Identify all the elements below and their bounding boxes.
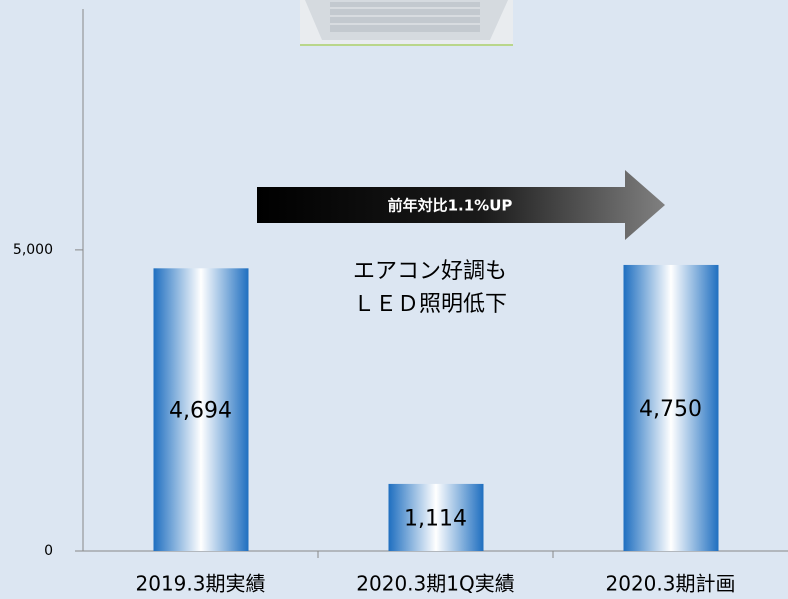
- annotation: ＬＥＤ照明低下: [353, 292, 507, 317]
- bar: [153, 268, 249, 551]
- photo: [300, 0, 513, 46]
- bar: [388, 483, 484, 551]
- value-label: 4,694: [169, 399, 232, 424]
- arrow-label: 前年対比1.1%UP: [388, 197, 513, 215]
- arrow: [257, 170, 665, 240]
- value-label: 1,114: [404, 506, 467, 531]
- value-label: 4,750: [639, 397, 702, 422]
- bar: [623, 264, 719, 551]
- y-tick-label: 5,000: [13, 242, 53, 258]
- x-tick-label: 2020.3期1Q実績: [356, 572, 514, 596]
- x-tick-label: 2019.3期実績: [136, 572, 266, 596]
- annotation: エアコン好調も: [353, 259, 507, 284]
- x-tick-label: 2020.3期計画: [606, 572, 736, 596]
- y-tick-label: 0: [44, 543, 53, 559]
